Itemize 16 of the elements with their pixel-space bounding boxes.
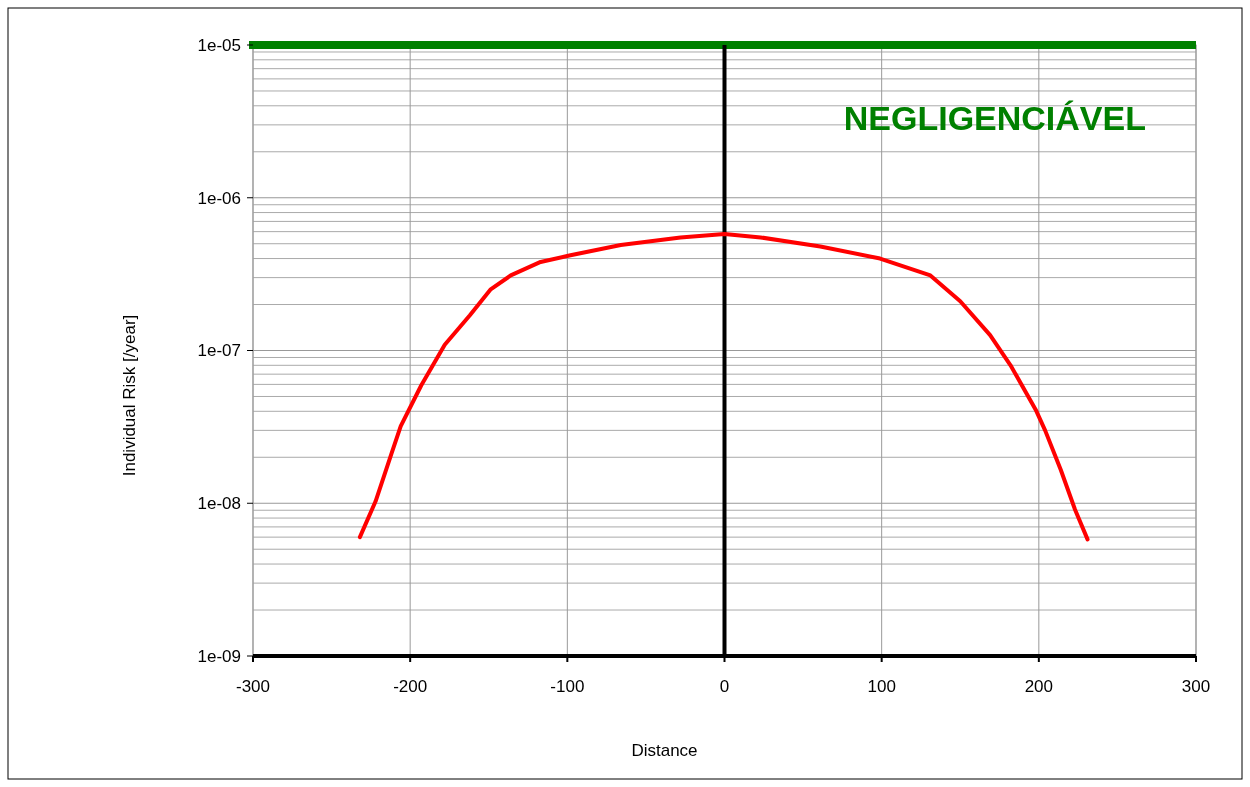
y-axis-title: Individual Risk [/year] [120, 314, 139, 477]
x-tick-label: 0 [719, 677, 730, 696]
x-tick-label: -100 [550, 677, 585, 696]
x-axis-title: Distance [631, 741, 698, 760]
x-tick-label: 100 [867, 677, 896, 696]
y-tick-label: 1e-08 [197, 494, 241, 514]
x-tick-label: -300 [235, 677, 271, 696]
x-tick-label: -200 [393, 677, 428, 696]
x-tick-label: 300 [1181, 677, 1211, 696]
y-tick-label: 1e-05 [197, 35, 241, 55]
line-series [357, 231, 1090, 542]
y-tick-label: 1e-07 [197, 341, 241, 361]
y-tick-label: 1e-06 [197, 188, 241, 208]
y-tick-label: 1e-09 [197, 646, 241, 666]
annotation: NEGLIGENCIÁVEL [843, 99, 1146, 137]
x-tick-label: 200 [1024, 677, 1054, 696]
